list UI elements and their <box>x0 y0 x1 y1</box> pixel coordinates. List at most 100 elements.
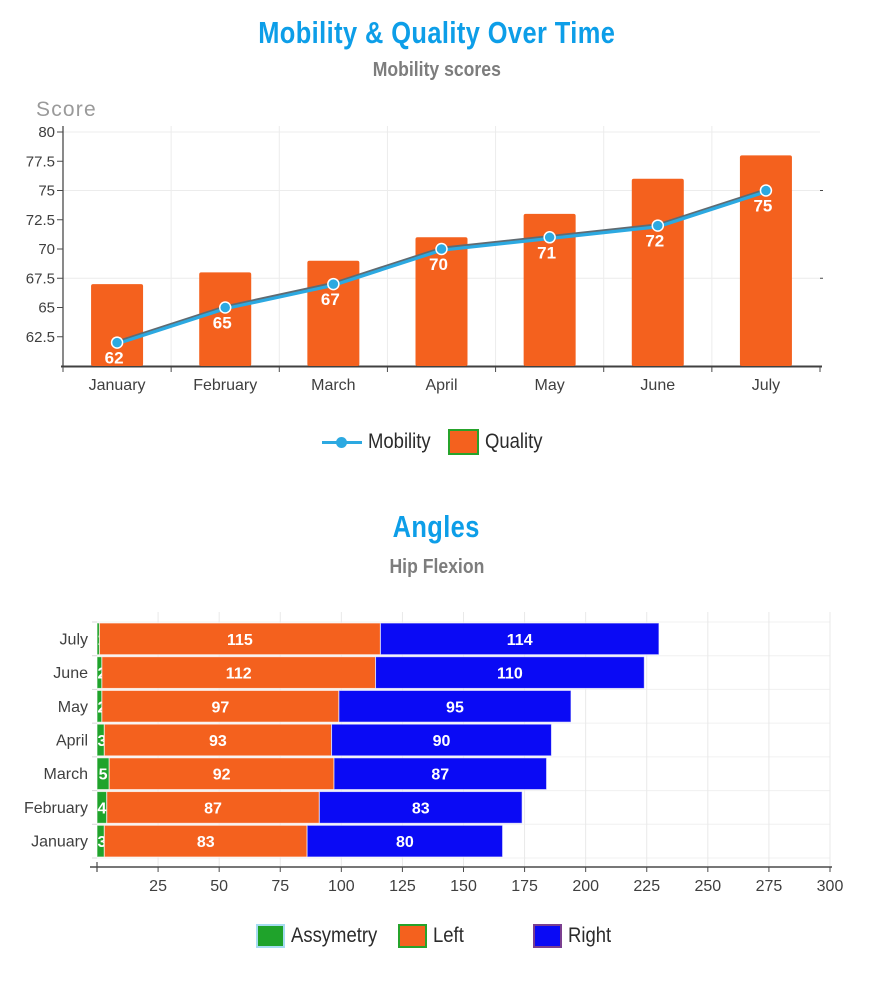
left-segment-label: 93 <box>209 733 227 750</box>
x-tick-label: 50 <box>210 878 228 895</box>
mobility-point[interactable] <box>759 184 773 197</box>
legend-item-right[interactable]: Right <box>533 924 617 948</box>
quality-bar[interactable] <box>739 155 792 366</box>
right-segment-label: 80 <box>396 834 414 851</box>
mobility-point[interactable] <box>651 219 665 232</box>
assymetry-segment-label: 4 <box>98 800 107 817</box>
right-segment-label: 95 <box>446 699 464 716</box>
x-tick-label: 150 <box>450 878 477 895</box>
y-tick-label: 72.5 <box>26 212 55 229</box>
y-tick-label: 65 <box>38 300 55 317</box>
y-tick-label: 62.5 <box>26 329 55 346</box>
y-category-label: July <box>60 631 88 648</box>
legend-label-right: Right <box>568 924 612 947</box>
left-segment[interactable] <box>108 757 335 791</box>
left-segment-label: 87 <box>204 800 222 817</box>
x-category-label: July <box>752 377 780 394</box>
right-segment[interactable] <box>333 757 548 791</box>
left-segment-label: 115 <box>227 632 253 649</box>
mobility-point-label: 67 <box>321 290 340 309</box>
assymetry-segment-label: 5 <box>99 767 108 784</box>
left-segment[interactable] <box>101 689 340 723</box>
legend-item-assymetry[interactable]: Assymetry <box>255 924 389 948</box>
x-tick-label: 225 <box>633 878 660 895</box>
x-tick-label: 300 <box>817 878 844 895</box>
mobility-point[interactable] <box>327 277 340 291</box>
y-category-label: June <box>53 665 88 682</box>
chart1-legend: Mobility Quality <box>0 429 873 455</box>
x-category-label: May <box>535 377 565 394</box>
left-segment[interactable] <box>106 791 320 824</box>
y-category-label: January <box>31 834 88 851</box>
right-segment[interactable] <box>306 824 504 858</box>
left-segment-label: 112 <box>226 666 252 683</box>
x-tick-label: 25 <box>149 878 167 895</box>
left-segment[interactable] <box>103 824 308 858</box>
chart1-title: Mobility & Quality Over Time <box>0 16 873 50</box>
right-segment[interactable] <box>338 689 572 723</box>
legend-item-mobility[interactable]: Mobility <box>322 430 439 454</box>
legend-item-quality[interactable]: Quality <box>448 429 550 455</box>
legend-label-quality: Quality <box>485 430 543 453</box>
legend-label-assymetry: Assymetry <box>290 924 378 947</box>
assymetry-segment-label: 3 <box>98 733 107 750</box>
right-segment[interactable] <box>375 656 645 689</box>
right-segment[interactable] <box>318 791 523 824</box>
x-category-label: January <box>89 377 146 394</box>
mobility-point-label: 62 <box>105 349 124 368</box>
right-segment-label: 87 <box>431 767 449 784</box>
left-segment[interactable] <box>98 622 381 656</box>
y-category-label: March <box>44 766 88 783</box>
y-category-label: May <box>58 699 88 716</box>
mobility-point[interactable] <box>218 301 232 314</box>
x-tick-label: 275 <box>756 878 783 895</box>
right-segment-label: 90 <box>433 733 451 750</box>
right-segment[interactable] <box>331 723 552 757</box>
quality-bar[interactable] <box>631 178 684 366</box>
left-segment-label: 92 <box>213 767 231 784</box>
left-segment[interactable] <box>103 723 333 757</box>
quality-bar[interactable] <box>199 272 252 366</box>
mobility-line-marker-icon <box>322 436 363 448</box>
y-tick-label: 67.5 <box>26 270 55 287</box>
mobility-point-label: 71 <box>537 243 556 262</box>
legend-label-mobility: Mobility <box>368 430 431 453</box>
y-tick-label: 80 <box>38 124 55 141</box>
right-segment-label: 83 <box>412 800 430 817</box>
right-segment-label: 110 <box>497 666 523 683</box>
x-category-label: April <box>425 377 457 394</box>
legend-label-left: Left <box>432 924 464 947</box>
right-segment[interactable] <box>379 622 660 656</box>
quality-bar[interactable] <box>91 284 144 366</box>
mobility-point[interactable] <box>110 336 124 349</box>
x-tick-label: 175 <box>511 878 538 895</box>
y-tick-label: 70 <box>38 241 55 258</box>
right-segment-label: 114 <box>507 632 533 649</box>
left-segment[interactable] <box>101 656 377 689</box>
mobility-point[interactable] <box>543 231 556 244</box>
chart1-y-axis-title: Score <box>36 98 97 121</box>
y-tick-label: 75 <box>38 183 55 200</box>
x-tick-label: 125 <box>389 878 416 895</box>
quality-bar[interactable] <box>415 237 468 366</box>
chart2-legend: Assymetry Left Right <box>0 924 873 948</box>
y-tick-label: 77.5 <box>26 153 55 170</box>
chart1-title-text: Mobility & Quality Over Time <box>257 15 616 50</box>
y-category-label: April <box>56 733 88 750</box>
mobility-point[interactable] <box>435 242 448 256</box>
chart2-subtitle: Hip Flexion <box>0 556 873 578</box>
assymetry-swatch-icon <box>255 924 285 948</box>
quality-swatch-icon <box>448 429 480 455</box>
legend-item-left[interactable]: Left <box>397 924 468 948</box>
assymetry-segment-label: 3 <box>98 834 107 851</box>
left-segment-label: 97 <box>211 699 229 716</box>
x-category-label: March <box>311 377 355 394</box>
y-category-label: February <box>24 800 88 817</box>
left-swatch-icon <box>397 924 427 948</box>
x-tick-label: 250 <box>694 878 721 895</box>
x-tick-label: 75 <box>271 878 289 895</box>
mobility-point-label: 75 <box>753 197 772 216</box>
quality-bar[interactable] <box>523 213 576 366</box>
